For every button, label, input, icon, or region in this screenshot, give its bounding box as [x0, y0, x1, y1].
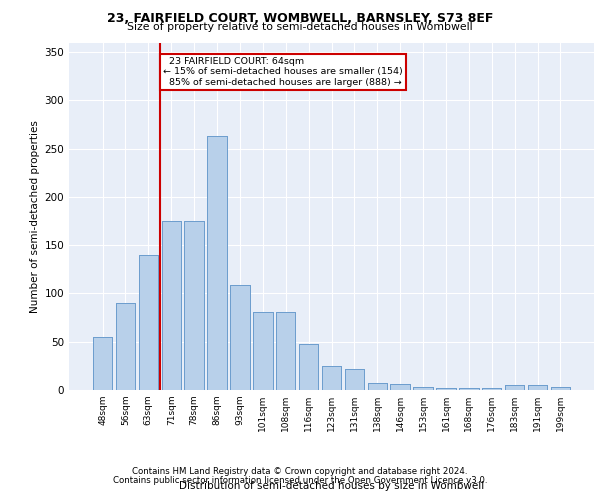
Bar: [551, 387, 570, 390]
Bar: [184, 221, 204, 390]
Text: 23, FAIRFIELD COURT, WOMBWELL, BARNSLEY, S73 8EF: 23, FAIRFIELD COURT, WOMBWELL, BARNSLEY,…: [107, 12, 493, 26]
Text: Contains HM Land Registry data © Crown copyright and database right 2024.: Contains HM Land Registry data © Crown c…: [132, 467, 468, 476]
Bar: [276, 312, 295, 390]
Bar: [161, 221, 181, 390]
Y-axis label: Number of semi-detached properties: Number of semi-detached properties: [30, 120, 40, 312]
Bar: [436, 388, 455, 390]
Bar: [299, 344, 319, 390]
Bar: [276, 312, 295, 390]
Bar: [368, 383, 387, 390]
Bar: [93, 337, 112, 390]
Bar: [253, 312, 272, 390]
Text: 23 FAIRFIELD COURT: 64sqm
← 15% of semi-detached houses are smaller (154)
  85% : 23 FAIRFIELD COURT: 64sqm ← 15% of semi-…: [163, 57, 403, 87]
Bar: [139, 255, 158, 390]
Bar: [505, 385, 524, 390]
Bar: [322, 366, 341, 390]
X-axis label: Distribution of semi-detached houses by size in Wombwell: Distribution of semi-detached houses by …: [179, 481, 484, 491]
Bar: [482, 388, 502, 390]
Bar: [551, 387, 570, 390]
Bar: [208, 136, 227, 390]
Bar: [413, 387, 433, 390]
Bar: [528, 385, 547, 390]
Bar: [116, 303, 135, 390]
Bar: [253, 312, 272, 390]
Bar: [208, 136, 227, 390]
Bar: [413, 387, 433, 390]
Bar: [436, 388, 455, 390]
Bar: [230, 285, 250, 390]
Bar: [139, 255, 158, 390]
Bar: [391, 384, 410, 390]
Bar: [459, 388, 479, 390]
Bar: [322, 366, 341, 390]
Text: Contains public sector information licensed under the Open Government Licence v3: Contains public sector information licen…: [113, 476, 487, 485]
Bar: [161, 221, 181, 390]
Bar: [184, 221, 204, 390]
Bar: [459, 388, 479, 390]
Bar: [230, 285, 250, 390]
Bar: [528, 385, 547, 390]
Bar: [344, 369, 364, 390]
Bar: [368, 383, 387, 390]
Bar: [391, 384, 410, 390]
Bar: [482, 388, 502, 390]
Text: Size of property relative to semi-detached houses in Wombwell: Size of property relative to semi-detach…: [127, 22, 473, 32]
Bar: [344, 369, 364, 390]
Bar: [299, 344, 319, 390]
Bar: [93, 337, 112, 390]
Bar: [116, 303, 135, 390]
Bar: [505, 385, 524, 390]
